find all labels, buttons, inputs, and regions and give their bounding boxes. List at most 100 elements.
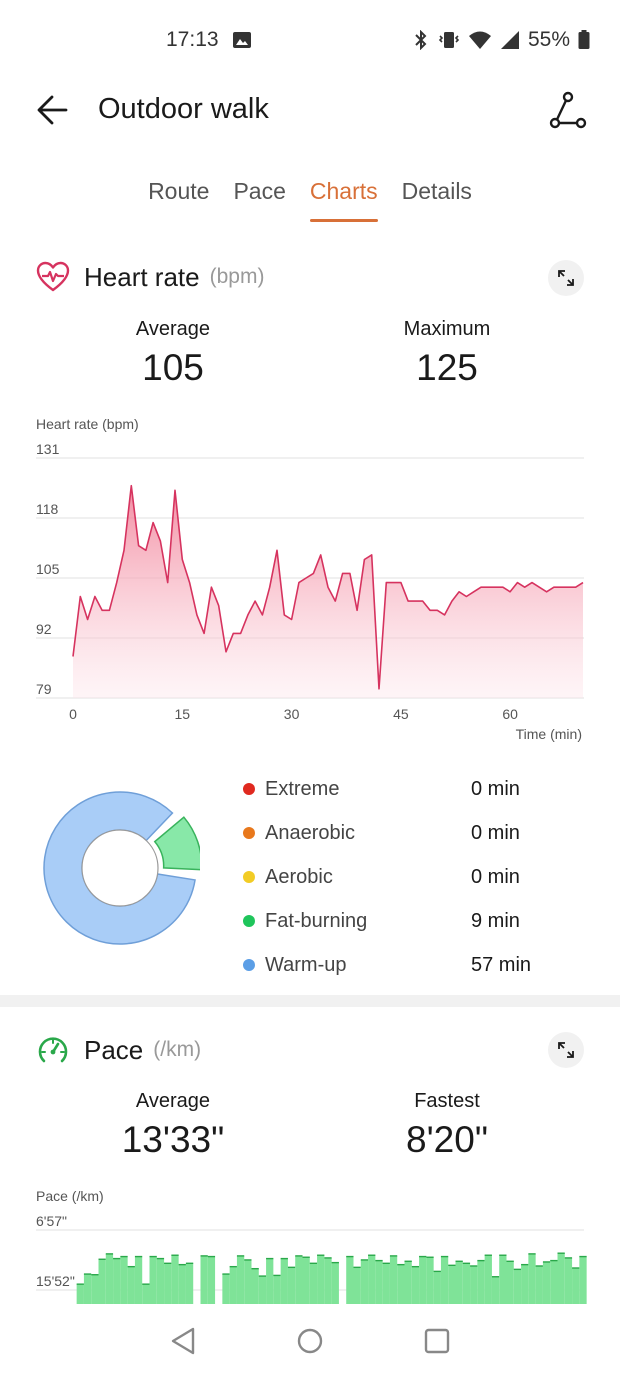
pace-bar bbox=[83, 1274, 92, 1306]
pace-bar bbox=[244, 1259, 252, 1306]
tab-details[interactable]: Details bbox=[401, 178, 472, 204]
route-icon[interactable] bbox=[548, 90, 588, 130]
pace-bar bbox=[455, 1261, 463, 1306]
pace-bar bbox=[258, 1276, 267, 1306]
pace-bar bbox=[178, 1264, 186, 1306]
page-title: Outdoor walk bbox=[98, 93, 269, 125]
pace-bar bbox=[579, 1256, 587, 1306]
speedometer-icon bbox=[38, 1037, 68, 1063]
pace-bar bbox=[521, 1264, 529, 1306]
pace-bar bbox=[287, 1267, 296, 1306]
pace-bar bbox=[302, 1257, 310, 1306]
x-tick-label: 0 bbox=[69, 706, 77, 722]
y-tick-label: 79 bbox=[36, 681, 52, 697]
battery-icon bbox=[578, 30, 590, 49]
tab-bar: Route Pace Charts Details bbox=[0, 178, 620, 222]
x-tick-label: 15 bbox=[174, 706, 190, 722]
pace-bar bbox=[164, 1263, 172, 1306]
pace-bar bbox=[76, 1284, 84, 1306]
pace-bar bbox=[142, 1284, 150, 1306]
pace-bar bbox=[528, 1253, 536, 1306]
y-tick-label: 15'52" bbox=[36, 1273, 75, 1289]
pace-bar bbox=[426, 1257, 434, 1306]
pace-bar bbox=[572, 1268, 580, 1306]
heart-rate-line bbox=[72, 484, 584, 690]
section-divider bbox=[0, 995, 620, 1007]
zone-dot-aerobic bbox=[243, 871, 255, 883]
tab-pace[interactable]: Pace bbox=[233, 178, 286, 204]
pace-bar bbox=[280, 1258, 288, 1306]
pace-bar bbox=[397, 1264, 405, 1306]
pace-bar bbox=[382, 1263, 390, 1306]
pace-bar bbox=[542, 1261, 551, 1306]
expand-icon bbox=[558, 270, 574, 286]
zone-row-warm-up: Warm-up 57 min bbox=[243, 943, 583, 987]
pace-bar bbox=[506, 1261, 514, 1306]
pace-bar bbox=[513, 1269, 522, 1306]
nav-home-icon[interactable] bbox=[291, 1322, 329, 1360]
heart-rate-chart-xlabel: Time (min) bbox=[516, 726, 582, 742]
heart-rate-maximum-label: Maximum bbox=[403, 318, 491, 340]
zone-name: Aerobic bbox=[265, 865, 333, 888]
pace-bar bbox=[156, 1258, 165, 1306]
x-tick-label: 60 bbox=[502, 706, 518, 722]
bluetooth-icon bbox=[415, 30, 427, 50]
pace-bar bbox=[113, 1258, 121, 1306]
pace-bar bbox=[564, 1257, 573, 1306]
heart-rate-average: Average 105 bbox=[48, 318, 298, 389]
pace-bar bbox=[470, 1265, 478, 1306]
pace-bar bbox=[419, 1256, 427, 1306]
donut-segment-fat-burning bbox=[153, 816, 200, 871]
zone-row-fat-burning: Fat-burning 9 min bbox=[243, 899, 583, 943]
x-tick-label: 30 bbox=[284, 706, 300, 722]
pace-bar bbox=[499, 1255, 507, 1306]
zone-dot-warm-up bbox=[243, 959, 255, 971]
nav-recents-icon[interactable] bbox=[418, 1322, 456, 1360]
pace-bar bbox=[550, 1260, 558, 1306]
pace-expand-button[interactable] bbox=[548, 1032, 584, 1068]
nav-back-icon[interactable] bbox=[165, 1322, 203, 1360]
expand-icon bbox=[558, 1042, 574, 1058]
pace-bar bbox=[207, 1256, 216, 1306]
pace-bar bbox=[324, 1257, 332, 1306]
pace-average: Average 13'33" bbox=[48, 1090, 298, 1161]
y-tick-label: 131 bbox=[36, 441, 60, 457]
pace-bar bbox=[134, 1256, 143, 1306]
zone-row-anaerobic: Anaerobic 0 min bbox=[243, 811, 583, 855]
pace-bar bbox=[200, 1255, 208, 1306]
pace-bar bbox=[557, 1253, 565, 1306]
pace-header: Pace (/km) bbox=[36, 1033, 201, 1067]
pace-bar bbox=[266, 1258, 274, 1306]
pace-bar bbox=[149, 1256, 157, 1306]
pace-bar bbox=[331, 1262, 339, 1306]
pace-bar bbox=[229, 1266, 237, 1306]
zone-value: 0 min bbox=[471, 865, 520, 888]
pace-bar bbox=[360, 1259, 369, 1306]
battery-percent: 55% bbox=[527, 28, 570, 51]
status-time: 17:13 bbox=[166, 28, 219, 51]
heart-rate-chart: 131 118 105 92 79 0 15 30 45 60 Time (min) bbox=[36, 441, 584, 742]
y-tick-label: 118 bbox=[36, 501, 59, 517]
y-tick-label: 92 bbox=[36, 621, 52, 637]
pace-bar bbox=[411, 1266, 420, 1306]
pace-bar bbox=[171, 1255, 179, 1306]
pace-bar bbox=[222, 1274, 230, 1306]
pace-bar bbox=[477, 1260, 485, 1306]
heart-rate-maximum: Maximum 125 bbox=[322, 318, 572, 389]
heart-rate-average-value: 105 bbox=[142, 347, 204, 388]
pace-bar bbox=[404, 1261, 412, 1306]
pace-bar bbox=[462, 1263, 471, 1306]
zone-dot-extreme bbox=[243, 783, 255, 795]
back-arrow-icon[interactable] bbox=[32, 92, 76, 128]
zone-value: 57 min bbox=[471, 953, 532, 976]
tab-charts[interactable]: Charts bbox=[309, 178, 378, 222]
zone-name: Warm-up bbox=[265, 953, 347, 976]
heart-rate-header: Heart rate (bpm) bbox=[36, 260, 264, 294]
donut-center bbox=[81, 829, 159, 907]
tab-route[interactable]: Route bbox=[148, 178, 210, 204]
pace-bar bbox=[273, 1275, 281, 1306]
pace-average-label: Average bbox=[135, 1090, 211, 1112]
pace-bar bbox=[368, 1255, 376, 1306]
status-icons: 55% bbox=[412, 28, 590, 52]
heart-rate-expand-button[interactable] bbox=[548, 260, 584, 296]
